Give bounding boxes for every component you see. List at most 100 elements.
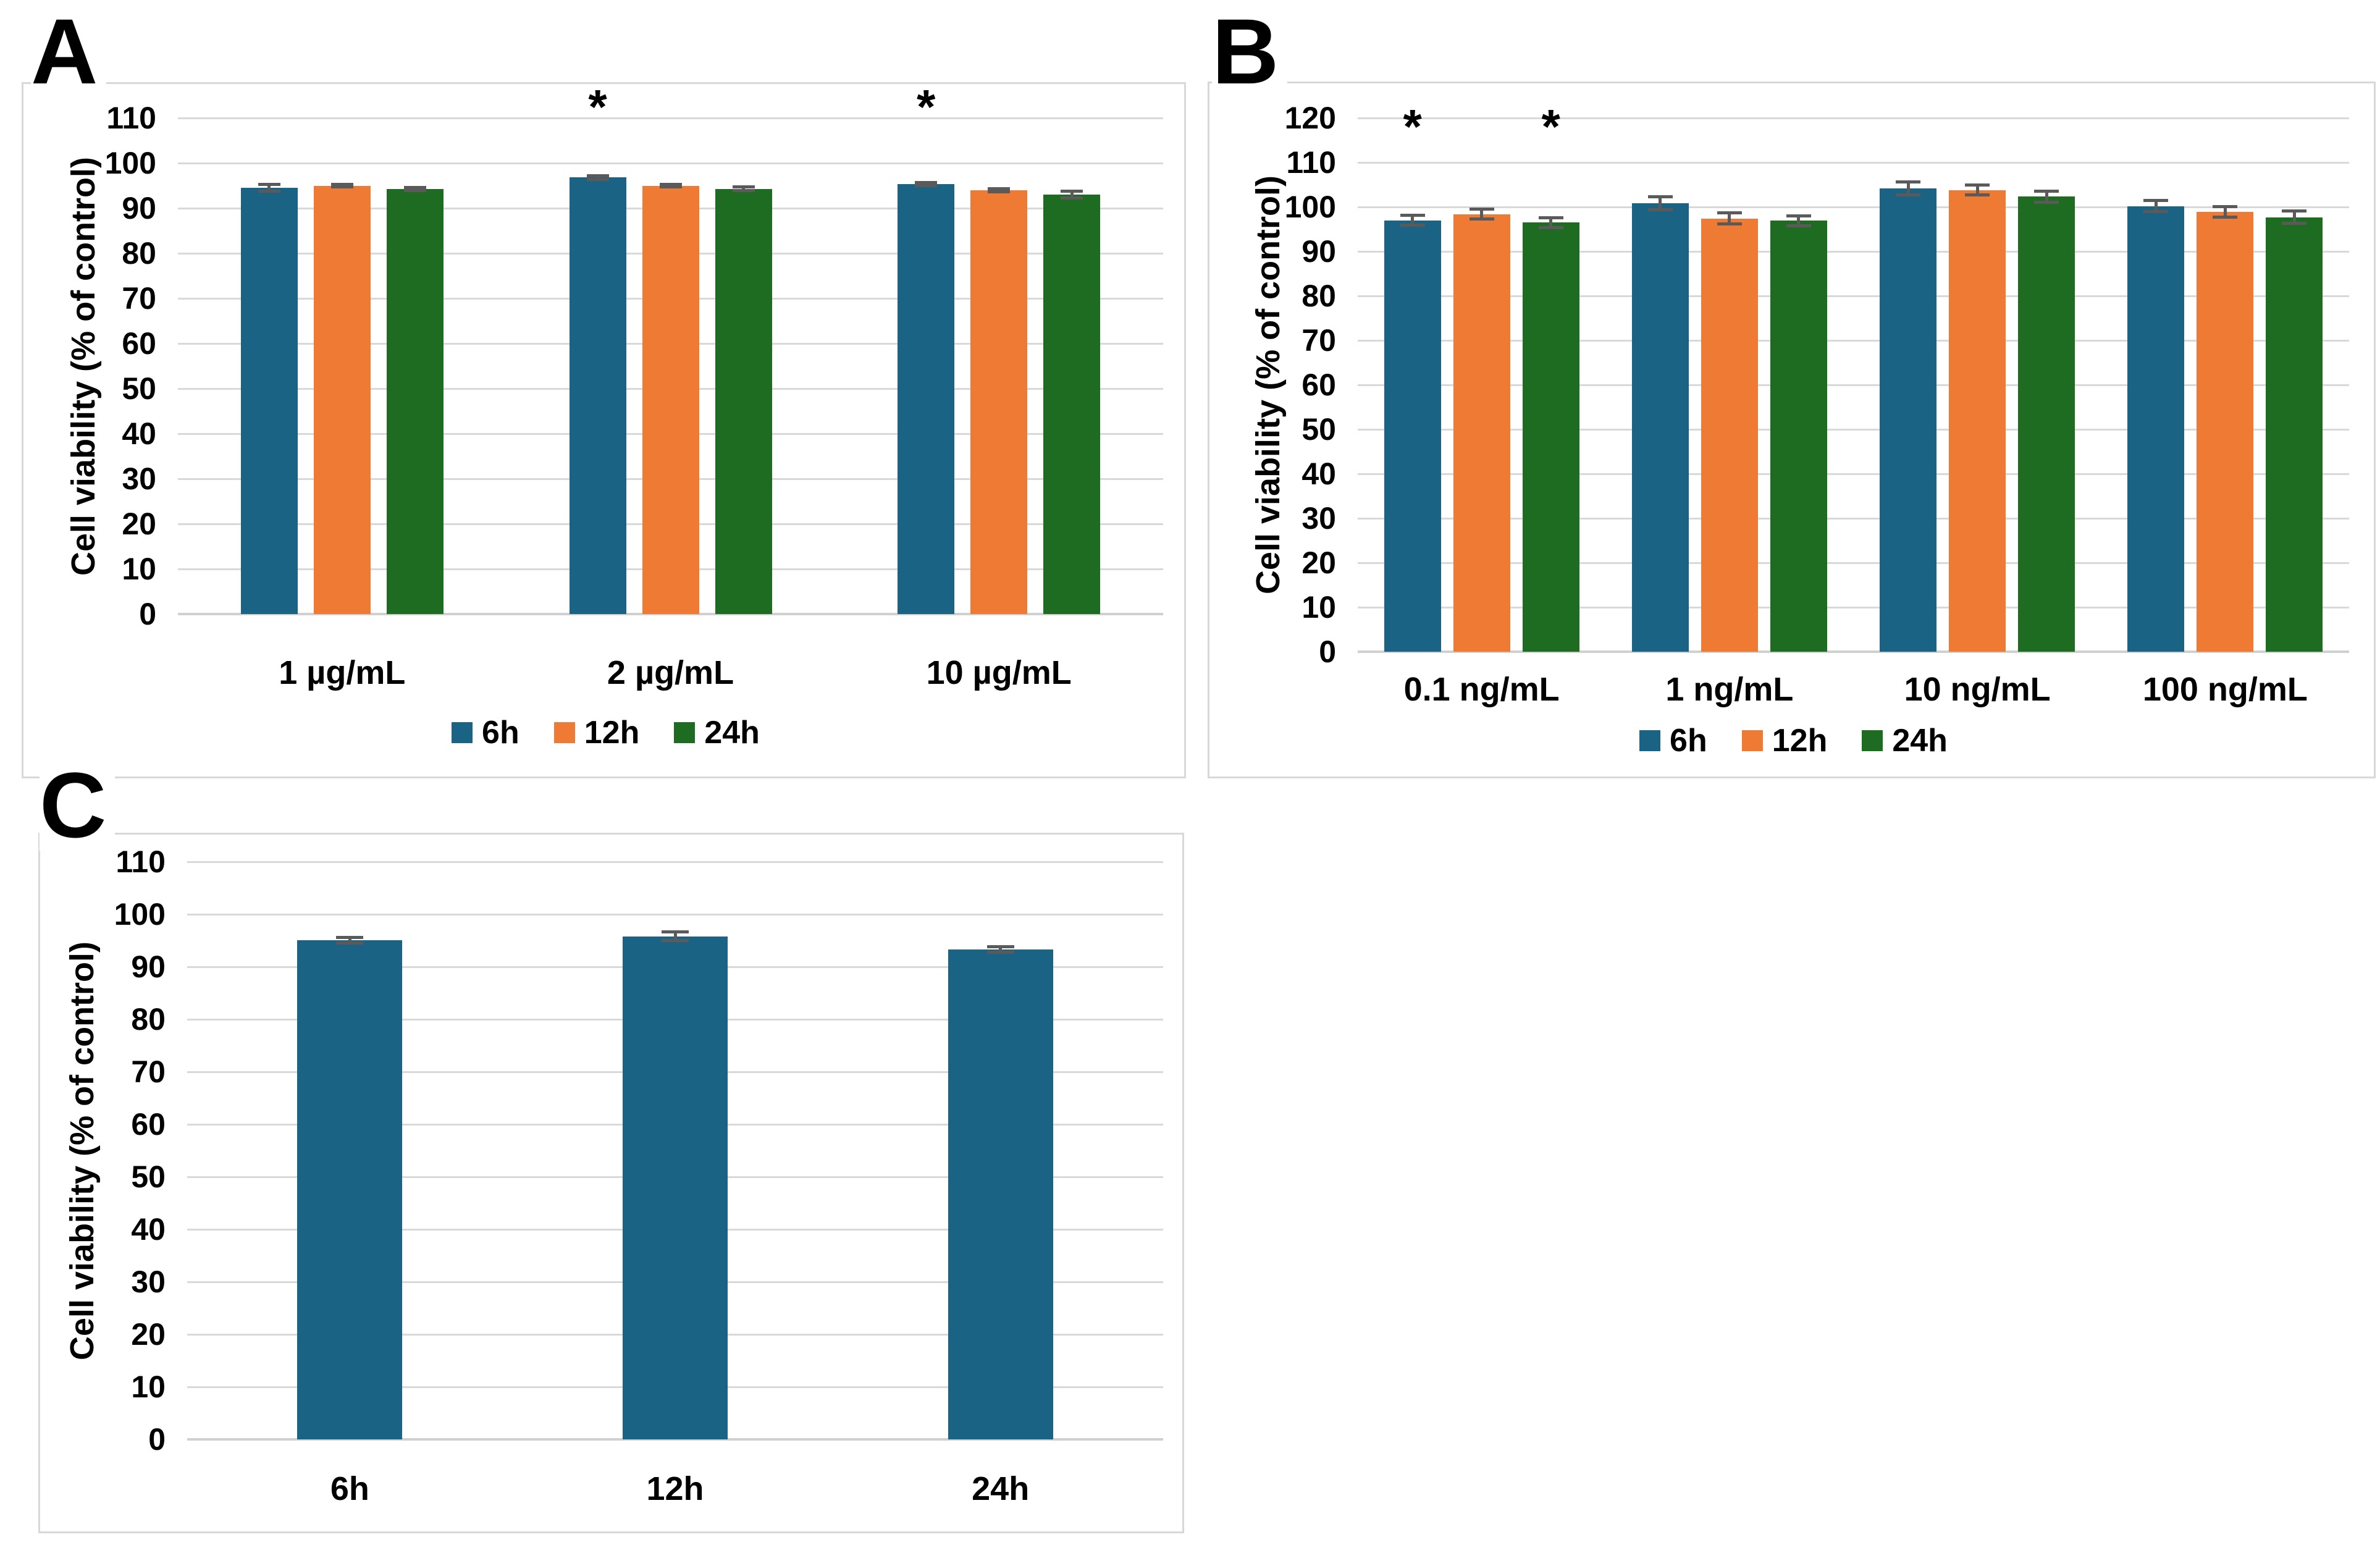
significance-asterisk: * bbox=[1541, 99, 1560, 154]
y-tick-label: 30 bbox=[1301, 501, 1336, 536]
significance-asterisk: * bbox=[1403, 99, 1422, 154]
legend-item: 24h bbox=[1862, 725, 1948, 757]
gridline bbox=[1358, 250, 2349, 253]
error-bar-line bbox=[673, 932, 677, 941]
y-axis-title: Cell viability (% of control) bbox=[1250, 175, 1287, 595]
y-tick-label: 100 bbox=[1284, 190, 1336, 224]
bar-12h-2µg/mL bbox=[642, 185, 699, 614]
error-bar-cap-bottom bbox=[659, 185, 682, 188]
gridline bbox=[1358, 428, 2349, 431]
error-bar-line bbox=[1411, 214, 1415, 226]
y-tick-label: 50 bbox=[122, 371, 156, 406]
gridline bbox=[1358, 606, 2349, 608]
bar-12h-100ng/mL bbox=[2197, 211, 2254, 652]
error-bar-cap-bottom bbox=[1400, 224, 1425, 227]
error-bar-cap-top bbox=[336, 935, 364, 939]
error-bar-cap-top bbox=[1469, 207, 1494, 211]
error-bar-cap-top bbox=[2213, 205, 2238, 209]
legend-item: 12h bbox=[1741, 725, 1827, 757]
y-tick-label: 90 bbox=[122, 191, 156, 225]
error-bar-cap-top bbox=[403, 185, 426, 189]
y-tick-label: 20 bbox=[122, 507, 156, 541]
gridline bbox=[1358, 117, 2349, 119]
legend-swatch-6h bbox=[1639, 730, 1661, 751]
error-bar-cap-bottom bbox=[732, 189, 755, 193]
y-tick-label: 0 bbox=[139, 597, 156, 631]
bar-12h-1µg/mL bbox=[313, 185, 371, 614]
error-bar-cap-bottom bbox=[2213, 215, 2238, 219]
y-tick-label: 10 bbox=[131, 1370, 166, 1404]
x-axis-line bbox=[1358, 650, 2349, 653]
y-tick-label: 110 bbox=[116, 844, 166, 879]
y-tick-label: 40 bbox=[122, 416, 156, 451]
bar-6h-1ng/mL bbox=[1631, 203, 1689, 652]
y-tick-label: 80 bbox=[131, 1002, 166, 1037]
bar-series-24h bbox=[948, 949, 1053, 1439]
y-tick-label: 70 bbox=[131, 1055, 166, 1089]
legend-swatch-6h bbox=[452, 722, 473, 743]
error-bar-cap-top bbox=[1061, 190, 1083, 193]
error-bar-line bbox=[742, 186, 745, 192]
error-bar-cap-bottom bbox=[1469, 217, 1494, 221]
gridline bbox=[178, 162, 1163, 164]
legend-label: 24h bbox=[704, 715, 760, 751]
error-bar-cap-top bbox=[1965, 183, 1990, 187]
error-bar-line bbox=[267, 184, 271, 192]
error-bar-line bbox=[1480, 208, 1484, 220]
legend-swatch-12h bbox=[553, 722, 575, 743]
error-bar-cap-top bbox=[1896, 180, 1921, 183]
x-axis-label: 12h bbox=[646, 1470, 704, 1507]
bar-12h-1ng/mL bbox=[1701, 218, 1758, 652]
legend-item: 6h bbox=[1639, 725, 1707, 757]
gridline bbox=[1358, 384, 2349, 386]
error-bar-cap-bottom bbox=[1647, 208, 1673, 212]
error-bar-cap-bottom bbox=[2282, 222, 2307, 225]
y-tick-label: 40 bbox=[131, 1212, 166, 1247]
x-axis-label: 100 ng/mL bbox=[2142, 671, 2308, 708]
error-bar-cap-bottom bbox=[403, 188, 426, 192]
error-bar-line bbox=[1659, 196, 1662, 211]
error-bar-line bbox=[1070, 191, 1074, 198]
y-tick-label: 60 bbox=[122, 326, 156, 361]
error-bar-cap-top bbox=[1786, 214, 1811, 217]
error-bar-cap-bottom bbox=[1965, 193, 1990, 197]
error-bar-cap-top bbox=[1538, 216, 1563, 219]
chart-c: 0 10 20 30 40 50 60 70 80 90 100 110 Cell viability … bbox=[40, 835, 1182, 1531]
y-tick-label: 30 bbox=[131, 1265, 166, 1299]
bar-12h-10ng/mL bbox=[1949, 190, 2006, 652]
error-bar-line bbox=[1728, 213, 1731, 225]
y-tick-label: 30 bbox=[122, 461, 156, 496]
y-tick-label: 50 bbox=[1301, 412, 1336, 447]
error-bar-cap-bottom bbox=[586, 178, 609, 181]
chart-b: 0 10 20 30 40 50 60 70 80 90 100 110 120 Cell viabili… bbox=[1209, 83, 2374, 777]
significance-asterisk: * bbox=[916, 79, 936, 134]
error-bar-cap-top bbox=[659, 183, 682, 187]
legend-label: 12h bbox=[584, 715, 640, 751]
gridline bbox=[1358, 206, 2349, 208]
x-axis-label: 10 ng/mL bbox=[1904, 671, 2051, 708]
gridline bbox=[1358, 161, 2349, 164]
y-tick-label: 10 bbox=[122, 552, 156, 586]
error-bar-cap-top bbox=[1717, 211, 1742, 215]
bar-6h-10µg/mL bbox=[898, 183, 955, 614]
error-bar-cap-top bbox=[2034, 190, 2059, 193]
chart-a: 0 10 20 30 40 50 60 70 80 90 100 110 Cell viability … bbox=[23, 79, 1184, 777]
error-bar-cap-top bbox=[732, 185, 755, 188]
bar-series-6h bbox=[297, 940, 403, 1439]
y-tick-label: 10 bbox=[1301, 590, 1336, 625]
y-axis-title: Cell viability (% of control) bbox=[65, 156, 102, 576]
bar-series-12h bbox=[623, 936, 728, 1439]
error-bar-cap-bottom bbox=[1786, 224, 1811, 227]
bar-24h-2µg/mL bbox=[715, 188, 772, 614]
bar-24h-0.1ng/mL bbox=[1522, 222, 1579, 652]
x-axis-label: 6h bbox=[330, 1470, 369, 1507]
error-bar-cap-top bbox=[330, 183, 353, 187]
bar-6h-10ng/mL bbox=[1880, 188, 1937, 652]
error-bar-cap-bottom bbox=[330, 185, 353, 188]
error-bar-line bbox=[2154, 200, 2158, 212]
bar-6h-1µg/mL bbox=[240, 188, 298, 614]
x-axis-line bbox=[178, 613, 1163, 615]
panel-c-letter: C bbox=[40, 759, 116, 851]
y-tick-label: 20 bbox=[131, 1317, 166, 1352]
x-axis-line bbox=[187, 1438, 1163, 1441]
